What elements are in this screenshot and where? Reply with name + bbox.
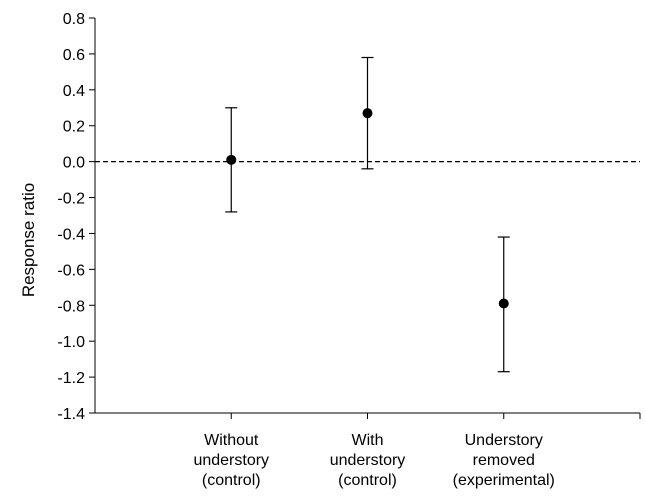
data-point: [362, 108, 373, 119]
data-series: [225, 56, 510, 373]
y-tick-label: -1.2: [57, 370, 85, 387]
x-category-label-line: (control): [338, 472, 397, 489]
x-category-label-line: With: [352, 432, 384, 449]
y-axis: 0.8 0.6 0.4 0.2 0.0 -0.2 -0.4 -0.6 -0.8 -1.0 -1.2 -…: [57, 11, 96, 423]
y-tick-label: -0.4: [57, 226, 85, 243]
x-category-label-line: (control): [202, 472, 261, 489]
x-category-label-line: Understory: [465, 432, 543, 449]
data-point: [498, 298, 509, 309]
y-tick-label: 0.0: [63, 155, 85, 172]
y-tick-label: 0.6: [63, 47, 85, 64]
x-category-label: Without understory (control): [193, 432, 269, 489]
x-axis: Without understory (control) With understory…: [95, 412, 641, 489]
y-tick-label: 0.8: [63, 11, 85, 28]
x-category-label-line: removed: [473, 452, 535, 469]
y-tick-label: 0.2: [63, 119, 85, 136]
y-tick-label: -0.8: [57, 298, 85, 315]
x-category-label-line: understory: [330, 452, 406, 469]
data-point: [226, 154, 237, 165]
y-tick-label: -1.4: [57, 406, 85, 423]
x-category-label: Understory removed (experimental): [453, 432, 555, 489]
y-axis-title: Response ratio: [19, 183, 38, 297]
x-category-label: With understory (control): [330, 432, 406, 489]
y-tick-label: -1.0: [57, 334, 85, 351]
y-tick-label: 0.4: [63, 83, 85, 100]
y-tick-label: -0.6: [57, 262, 85, 279]
x-category-label-line: understory: [193, 452, 269, 469]
x-category-label-line: (experimental): [453, 472, 555, 489]
x-category-label-line: Without: [204, 432, 259, 449]
y-tick-label: -0.2: [57, 191, 85, 208]
